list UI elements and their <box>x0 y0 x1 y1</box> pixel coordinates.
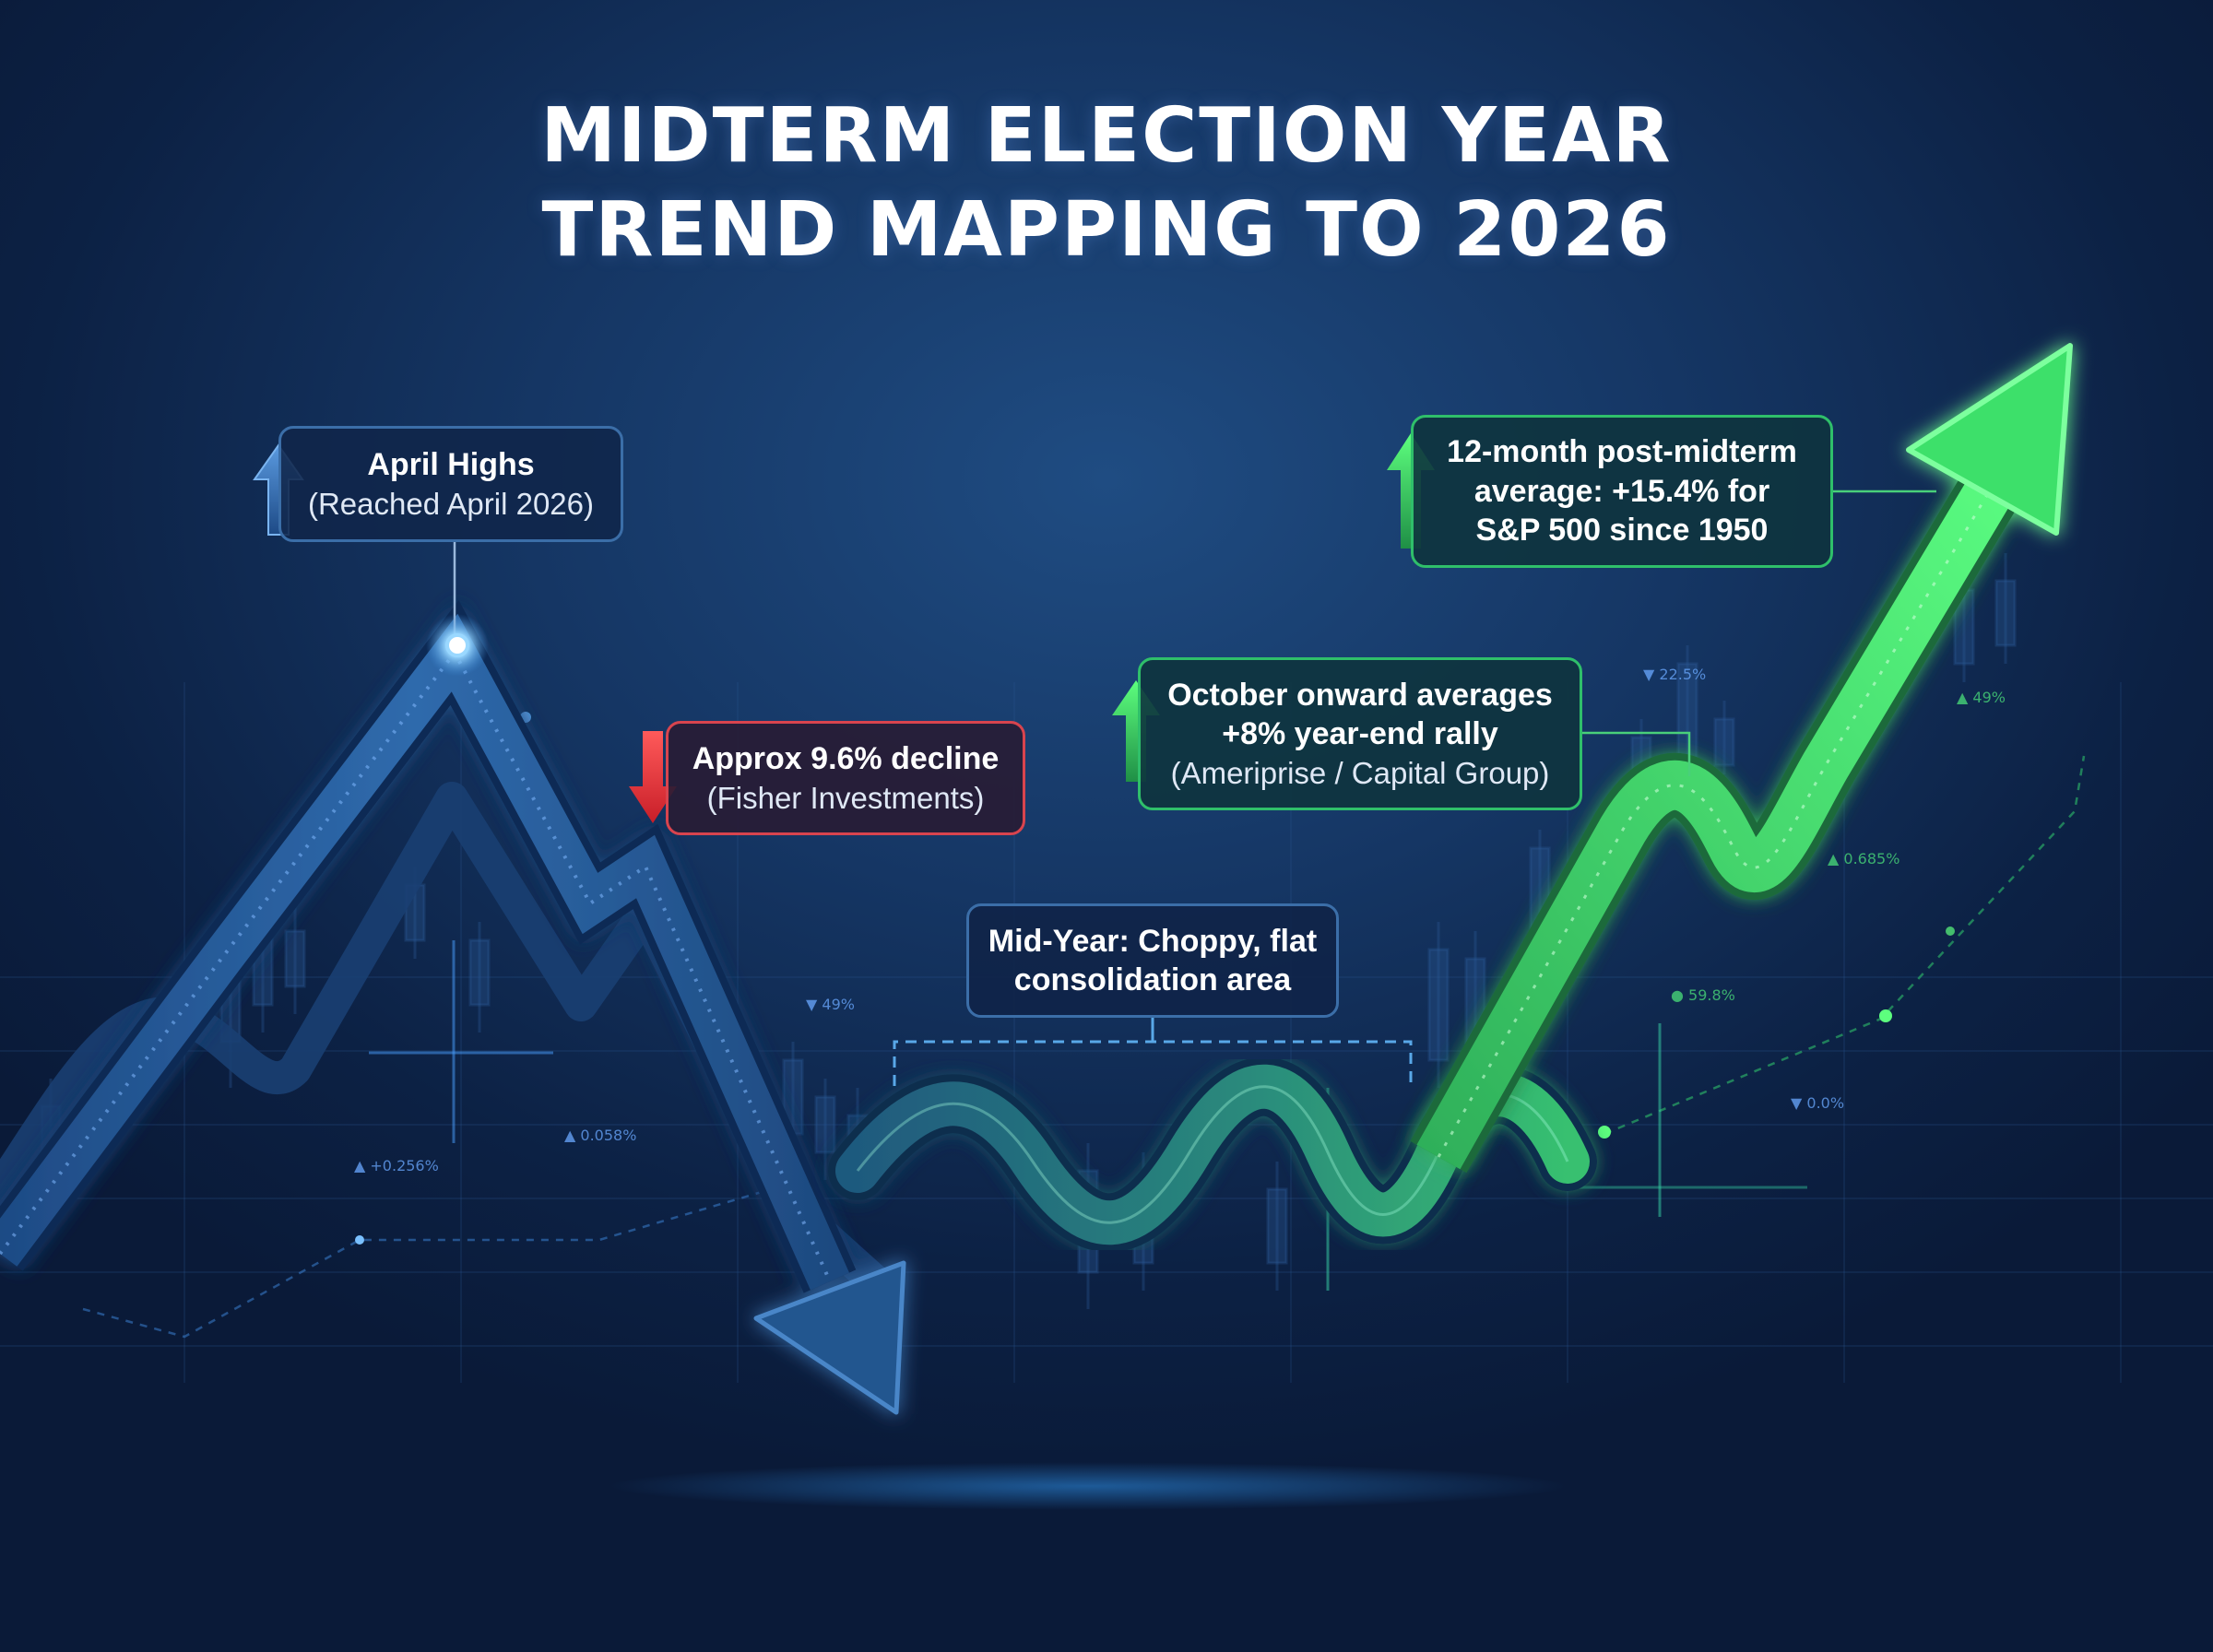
october-line-1: October onward averages <box>1167 677 1553 713</box>
consolidation-bracket <box>893 1018 1413 1086</box>
bg-label-4: ▼ 22.5% <box>1643 666 1706 683</box>
background-labels: ▲ +0.256% ▲ 0.058% ▼ 49% ▼ 22.5% ▲ 49% ▲… <box>354 666 2006 1174</box>
post-midterm-line-3: S&P 500 since 1950 <box>1475 513 1769 549</box>
background-dashed-trends <box>82 755 2086 1339</box>
april-high-node <box>445 633 469 657</box>
decline-subtitle: (Fisher Investments) <box>706 780 985 815</box>
october-line-2: +8% year-end rally <box>1222 716 1498 752</box>
bg-label-8: ▼ 0.0% <box>1791 1094 1844 1112</box>
mid-year-line-1: Mid-Year: Choppy, flat <box>988 923 1318 959</box>
bg-label-1: ▲ +0.256% <box>354 1157 439 1174</box>
post-midterm-line-2: average: +15.4% for <box>1473 473 1770 509</box>
green-trend-arrow <box>1410 343 2073 1174</box>
april-highs-title: April Highs <box>367 447 535 483</box>
blue-trend-arrow <box>0 600 906 1415</box>
page-title-line-2: TREND MAPPING TO 2026 <box>541 186 1672 274</box>
background-glow-streaks <box>369 940 1807 1291</box>
bg-label-6: ▲ 0.685% <box>1828 850 1899 867</box>
mid-year-callout: Mid-Year: Choppy, flat consolidation are… <box>966 903 1339 1018</box>
april-highs-callout: April Highs (Reached April 2026) <box>278 426 623 542</box>
october-source: (Ameriprise / Capital Group) <box>1170 755 1550 790</box>
decline-callout: Approx 9.6% decline (Fisher Investments) <box>666 721 1025 835</box>
bg-label-7: ● 59.8% <box>1671 986 1735 1004</box>
callout-connectors <box>1582 490 1936 776</box>
arrow-down-icon <box>629 731 677 823</box>
post-midterm-callout: 12-month post-midterm average: +15.4% fo… <box>1411 415 1833 568</box>
bg-label-2: ▲ 0.058% <box>564 1127 636 1144</box>
october-rally-callout: October onward averages +8% year-end ral… <box>1138 657 1582 810</box>
april-highs-subtitle: (Reached April 2026) <box>307 486 595 521</box>
background-nodes <box>355 712 1955 1245</box>
bg-label-3: ▼ 49% <box>806 996 855 1013</box>
decline-title: Approx 9.6% decline <box>692 741 1000 777</box>
page-title-line-1: MIDTERM ELECTION YEAR <box>540 92 1673 180</box>
mid-year-line-2: consolidation area <box>1013 962 1292 997</box>
post-midterm-line-1: 12-month post-midterm <box>1447 434 1797 470</box>
floor-glow <box>609 1462 1568 1510</box>
bg-label-5: ▲ 49% <box>1957 689 2006 706</box>
